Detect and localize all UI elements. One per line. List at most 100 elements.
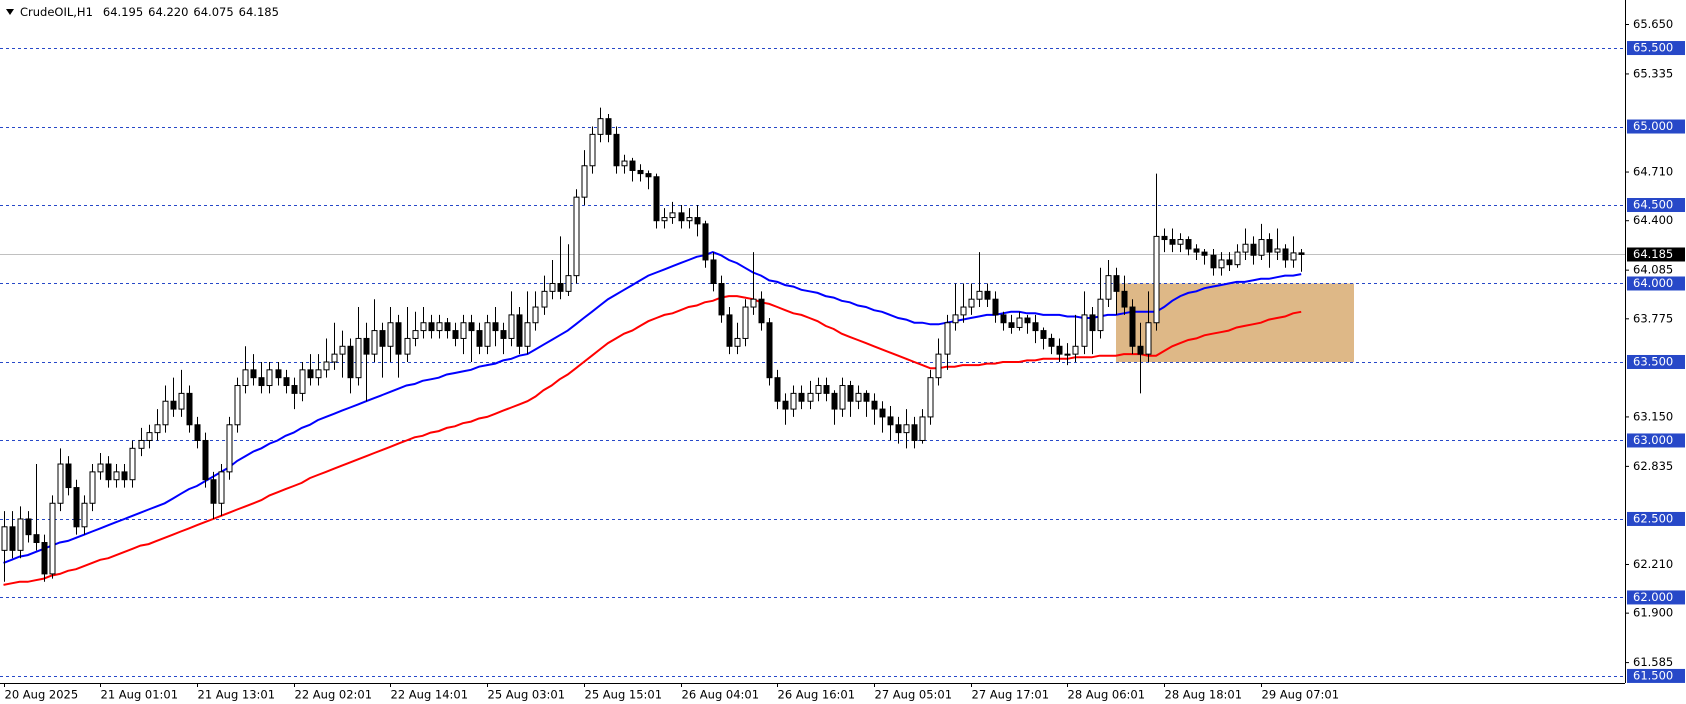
candle-body <box>653 176 660 222</box>
candle-body <box>97 463 104 473</box>
candle-body <box>581 165 588 198</box>
y-tick-label: 63.775 <box>1633 311 1673 325</box>
candle-body <box>766 322 773 379</box>
candle-body <box>984 290 991 300</box>
candle-body <box>299 369 306 394</box>
candle-body <box>863 392 870 402</box>
candle-body <box>718 282 725 316</box>
candle-body <box>782 400 789 410</box>
plot-layer <box>1 107 1305 586</box>
candle-body <box>444 322 451 332</box>
candle-body <box>887 416 894 426</box>
candle-body <box>371 330 378 355</box>
candle-body <box>428 322 435 332</box>
candle-body <box>1242 243 1249 253</box>
candle-body <box>65 463 72 489</box>
candle-body <box>1048 337 1055 347</box>
candle-body <box>323 361 330 371</box>
candle-body <box>694 217 701 225</box>
x-tick-label: 28 Aug 06:01 <box>1068 688 1146 702</box>
candle-body <box>1177 239 1184 245</box>
candle-body <box>1161 235 1168 241</box>
candle-body <box>468 322 475 332</box>
y-tick-label: 64.710 <box>1633 165 1673 179</box>
candle-body <box>678 212 685 222</box>
candle-body <box>355 337 362 379</box>
y-tick-label: 61.585 <box>1633 655 1673 669</box>
candle-body <box>968 298 975 308</box>
candle-body <box>121 471 128 481</box>
candle-body <box>154 424 161 434</box>
level-label: 63.500 <box>1633 354 1673 368</box>
level-label: 62.500 <box>1633 511 1673 525</box>
candle-body <box>573 196 580 277</box>
level-label: 65.000 <box>1633 119 1673 133</box>
candle-body <box>605 118 612 135</box>
candle-body <box>686 217 693 222</box>
candle-body <box>532 306 539 324</box>
candle-body <box>879 408 886 418</box>
last-price-label: 64.185 <box>1633 247 1673 261</box>
level-label-box <box>1627 354 1685 369</box>
x-tick-label: 25 Aug 15:01 <box>585 688 663 702</box>
candle-body <box>1201 251 1208 256</box>
candle-body <box>726 314 733 347</box>
candle-body <box>275 369 282 379</box>
level-label: 64.500 <box>1633 198 1673 212</box>
candle-body <box>798 392 805 402</box>
candle-body <box>242 369 249 387</box>
candle-body <box>49 502 56 575</box>
candle-body <box>839 385 846 410</box>
candle-body <box>661 217 668 222</box>
candle-body <box>283 377 290 387</box>
candle-body <box>847 385 854 402</box>
zone <box>1116 283 1354 362</box>
candle-body <box>815 385 822 394</box>
candle-body <box>557 282 564 292</box>
x-tick-label: 26 Aug 16:01 <box>778 688 856 702</box>
candle-body <box>9 526 16 551</box>
candle-body <box>734 337 741 347</box>
candle-body <box>73 487 80 528</box>
x-tick-label: 25 Aug 03:01 <box>488 688 566 702</box>
level-label-box <box>1627 198 1685 213</box>
candle-body <box>436 322 443 332</box>
candle-body <box>1081 314 1088 347</box>
candle-body <box>178 392 185 410</box>
candle-body <box>186 392 193 426</box>
candle-body <box>307 369 314 379</box>
candle-body <box>89 471 96 504</box>
candle-body <box>976 290 983 300</box>
candle-body <box>1089 314 1096 332</box>
x-tick-label: 22 Aug 02:01 <box>295 688 373 702</box>
candle-body <box>1298 252 1305 255</box>
candle-body <box>1266 239 1273 253</box>
background-layer <box>0 48 1625 677</box>
level-label: 63.000 <box>1633 433 1673 447</box>
candle-body <box>742 306 749 339</box>
candle-body <box>258 377 265 387</box>
candle-body <box>57 463 64 504</box>
candle-body <box>710 259 717 284</box>
candle-body <box>1193 248 1200 253</box>
candle-body <box>25 518 32 536</box>
candle-body <box>750 298 757 308</box>
candle-body <box>565 275 572 292</box>
candle-body <box>379 330 386 347</box>
candle-body <box>1016 317 1023 328</box>
menu-arrow[interactable] <box>6 9 14 15</box>
level-label: 62.000 <box>1633 590 1673 604</box>
candle-body <box>1218 259 1225 269</box>
chart-header: CrudeOIL,H1 64.195 64.220 64.075 64.185 <box>20 5 279 19</box>
candle-body <box>210 479 217 504</box>
candle-body <box>790 392 797 410</box>
x-tick-label: 27 Aug 17:01 <box>972 688 1050 702</box>
x-tick-label: 29 Aug 07:01 <box>1262 688 1340 702</box>
candle-body <box>1250 243 1257 256</box>
candle-body <box>452 330 459 339</box>
candle-body <box>637 169 644 175</box>
candle-body <box>226 424 233 473</box>
